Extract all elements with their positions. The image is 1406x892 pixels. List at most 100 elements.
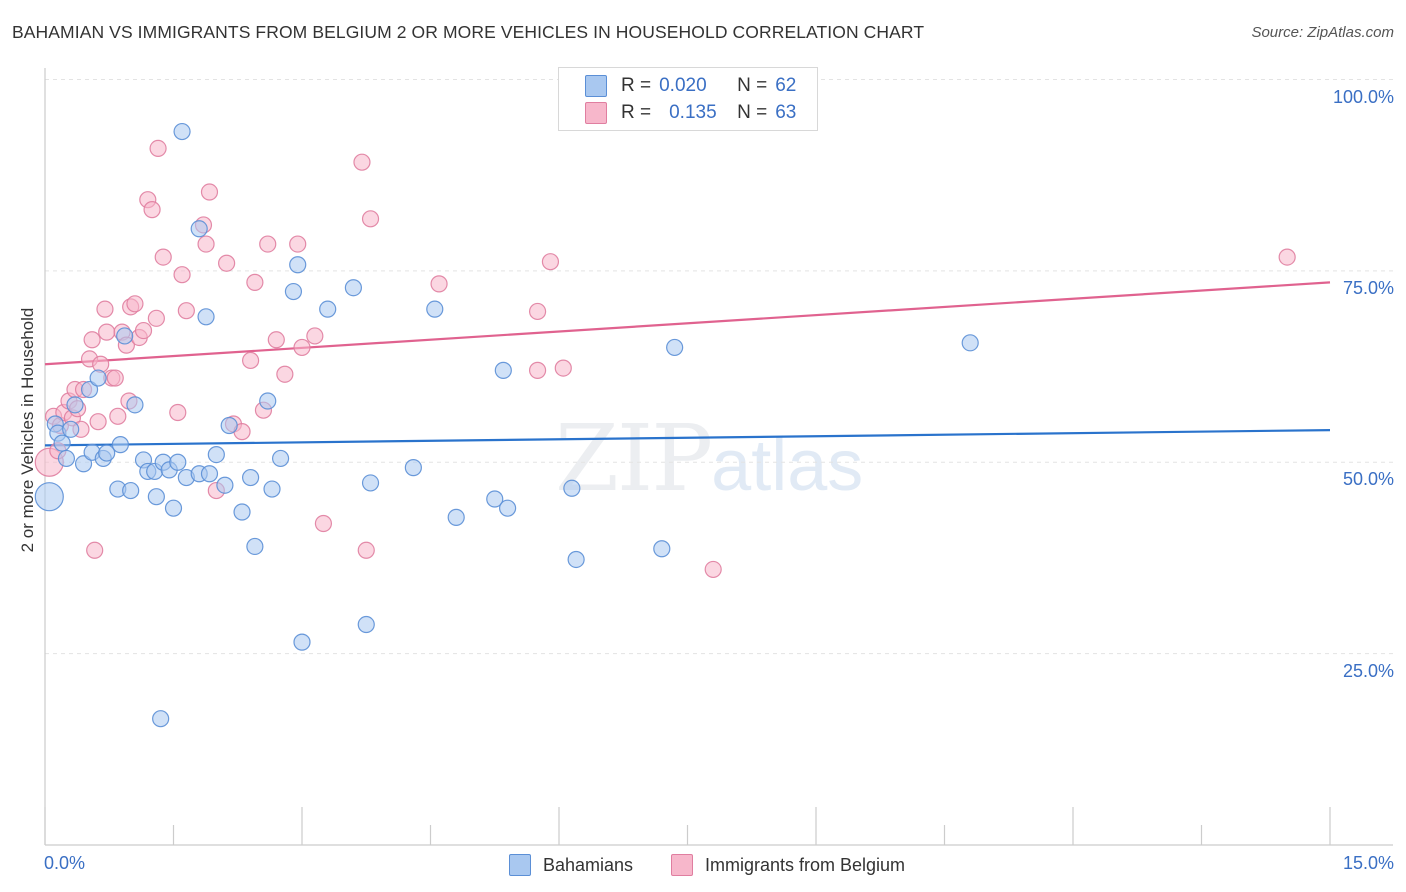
y-axis-label-wrap: 2 or more Vehicles in Household (16, 250, 40, 610)
point-belgium (541, 253, 560, 271)
point-bahamians (53, 434, 71, 452)
point-belgium (106, 369, 124, 387)
point-bahamians (152, 710, 170, 728)
point-bahamians (666, 338, 684, 357)
legend-swatch-blue (585, 75, 607, 97)
point-bahamians (122, 481, 140, 500)
point-belgium (528, 302, 547, 321)
watermark: ZIPatlas (555, 405, 863, 512)
point-bahamians (486, 490, 504, 508)
point-belgium (109, 407, 127, 425)
point-bahamians (653, 540, 671, 558)
point-belgium (126, 295, 144, 313)
point-belgium (98, 323, 116, 341)
point-bahamians (344, 279, 362, 297)
point-belgium (83, 331, 101, 349)
point-bahamians (173, 122, 191, 141)
point-belgium (259, 235, 277, 253)
stats-legend: R = 0.020 N = 62 R = 0.135 N = 63 (558, 67, 818, 131)
point-belgium (242, 351, 260, 370)
trend-lines (44, 281, 1331, 447)
point-belgium (169, 403, 187, 422)
legend-r-label: R = (621, 102, 652, 123)
y-axis-label: 2 or more Vehicles in Household (18, 307, 37, 553)
point-bahamians (499, 499, 517, 517)
point-belgium (353, 153, 371, 171)
y-tick-label: 25.0% (1342, 661, 1394, 681)
point-belgium (289, 235, 307, 253)
point-belgium (86, 541, 104, 559)
point-bahamians (357, 615, 375, 634)
x-tick-label-min: 0.0% (44, 853, 86, 873)
point-bahamians (197, 308, 215, 326)
point-bahamians (361, 474, 380, 492)
point-bahamians (34, 482, 64, 512)
point-belgium (154, 248, 172, 266)
legend-swatch-bahamians (509, 854, 531, 876)
point-bahamians (319, 300, 337, 318)
point-bahamians (426, 300, 444, 318)
point-bahamians (98, 444, 116, 462)
legend-r-value: 0.135 (669, 102, 717, 123)
point-belgium (147, 309, 165, 327)
point-bahamians (404, 459, 422, 477)
legend-label-bahamians: Bahamians (543, 854, 634, 875)
point-bahamians (111, 436, 129, 454)
legend-row-bahamians: R = 0.020 N = 62 (585, 73, 796, 99)
series-bahamians (34, 122, 979, 728)
point-belgium (143, 201, 161, 219)
point-belgium (276, 365, 294, 383)
point-belgium (149, 139, 167, 157)
axes (44, 68, 1393, 846)
point-bahamians (66, 396, 84, 414)
legend-swatch-pink (585, 102, 607, 124)
trend-line-belgium (44, 281, 1331, 366)
point-belgium (1278, 248, 1296, 266)
watermark-atlas: atlas (711, 426, 864, 506)
legend-n-value: 62 (775, 75, 797, 96)
point-bahamians (74, 455, 93, 473)
point-bahamians (271, 449, 290, 468)
point-bahamians (563, 479, 581, 497)
point-bahamians (263, 480, 281, 498)
point-belgium (361, 210, 380, 228)
point-bahamians (242, 468, 260, 487)
point-belgium (218, 254, 236, 272)
legend-item-belgium: Immigrants from Belgium (671, 851, 905, 879)
point-belgium (200, 183, 219, 201)
point-bahamians (80, 380, 99, 399)
series-immigrants-from-belgium (34, 139, 1296, 579)
legend-r-value: 0.020 (659, 75, 707, 96)
point-bahamians (169, 453, 187, 471)
point-belgium (314, 514, 333, 533)
legend-r-label: R = (621, 75, 652, 96)
legend-n-value: 63 (775, 102, 797, 123)
point-bahamians (961, 334, 979, 352)
legend-label-belgium: Immigrants from Belgium (705, 854, 906, 875)
point-belgium (554, 359, 572, 377)
point-bahamians (190, 220, 208, 238)
trend-line-bahamians (44, 428, 1331, 447)
y-tick-label: 50.0% (1342, 469, 1394, 489)
legend-item-bahamians: Bahamians (509, 851, 633, 879)
point-belgium (704, 560, 722, 579)
source-credit: Source: ZipAtlas.com (1251, 24, 1394, 41)
point-bahamians (233, 503, 251, 521)
point-bahamians (259, 392, 277, 410)
point-bahamians (220, 416, 238, 435)
point-bahamians (293, 633, 311, 651)
legend-swatch-belgium (671, 854, 693, 876)
legend-n-label: N = (737, 102, 768, 123)
point-bahamians (164, 499, 183, 517)
point-bahamians (200, 465, 219, 483)
point-bahamians (567, 550, 585, 569)
point-belgium (293, 338, 311, 357)
point-belgium (357, 541, 375, 559)
point-belgium (197, 235, 215, 253)
point-belgium (246, 273, 264, 291)
point-bahamians (126, 396, 144, 414)
x-tick-label-max: 15.0% (1342, 853, 1394, 873)
point-bahamians (89, 369, 107, 387)
series-legend: Bahamians Immigrants from Belgium (0, 851, 1406, 879)
point-bahamians (447, 508, 465, 526)
